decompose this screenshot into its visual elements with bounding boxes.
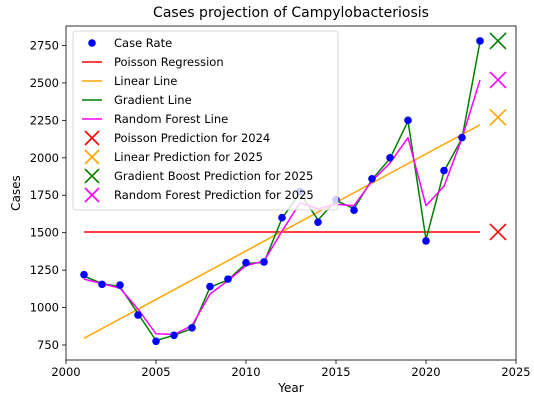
legend-entry-label: Gradient Line — [114, 93, 192, 107]
y-tick-label: 1250 — [30, 263, 59, 277]
plot-marks — [80, 32, 507, 346]
legend-handle — [84, 149, 100, 165]
case-rate-point — [404, 116, 412, 125]
x-axis-ticks: 2000 2005 2010 2015 2020 2025 — [51, 360, 531, 379]
case-rate-point — [476, 37, 484, 45]
case-rate-point — [278, 213, 286, 222]
x-tick-label: 2025 — [501, 365, 530, 379]
case-rate-point — [224, 275, 232, 283]
prediction-marker-5 — [489, 223, 507, 241]
x-tick-label: 2015 — [321, 365, 350, 379]
case-rate-point — [206, 282, 214, 291]
legend-handle — [84, 168, 100, 184]
case-rate-point — [368, 174, 376, 183]
case-rate-point — [116, 281, 124, 289]
y-axis-ticks: 750 1000 1250 1500 1750 2000 2250 2500 2750 — [30, 38, 66, 352]
y-tick-label: 1000 — [30, 301, 59, 315]
legend-entry-label: Poisson Prediction for 2024 — [114, 131, 270, 145]
y-tick-label: 1500 — [30, 226, 59, 240]
x-axis-label: Year — [277, 381, 303, 395]
legend-entry-label: Random Forest Prediction for 2025 — [114, 188, 314, 202]
legend-entry-label: Gradient Boost Prediction for 2025 — [114, 169, 313, 183]
case-rate-point — [350, 206, 358, 215]
case-rate-point — [152, 337, 160, 346]
y-tick-label: 2250 — [30, 113, 59, 127]
x-tick-label: 2005 — [141, 365, 170, 379]
prediction-marker-6 — [489, 108, 507, 126]
legend-box — [72, 30, 339, 211]
y-tick-label: 2000 — [30, 151, 59, 165]
y-tick-label: 2750 — [30, 38, 59, 52]
y-tick-label: 2500 — [30, 76, 59, 90]
case-rate-point — [422, 237, 430, 245]
legend-entry-label: Linear Prediction for 2025 — [114, 150, 263, 164]
x-tick-label: 2020 — [411, 365, 440, 379]
y-tick-label: 1750 — [30, 188, 59, 202]
case-rate-point — [440, 166, 448, 175]
legend-entry-label: Poisson Regression — [114, 55, 224, 69]
case-rate-point — [134, 311, 142, 319]
legend: Case Rate Poisson Regression Linear Line Gr… — [72, 30, 339, 211]
case-rate-point — [314, 218, 322, 227]
y-axis-label: Cases — [9, 175, 23, 211]
legend-entry-label: Linear Line — [114, 74, 177, 88]
case-rate-point — [260, 258, 268, 266]
prediction-marker-7 — [489, 32, 507, 50]
case-rate-point — [386, 154, 394, 162]
case-rate-point — [458, 133, 466, 142]
legend-entry-label: Case Rate — [114, 36, 172, 50]
y-tick-label: 750 — [37, 338, 59, 352]
x-tick-label: 2010 — [231, 365, 260, 379]
case-rate-point — [242, 258, 250, 267]
legend-handle — [88, 39, 96, 47]
series-line-4 — [83, 79, 481, 336]
x-tick-label: 2000 — [51, 365, 80, 379]
case-rate-point — [98, 280, 106, 289]
prediction-marker-8 — [489, 71, 507, 89]
legend-handle — [84, 187, 100, 203]
case-rate-point — [188, 323, 196, 332]
legend-entry-label: Random Forest Line — [114, 112, 228, 126]
case-rate-point — [170, 331, 178, 340]
legend-handle — [84, 130, 100, 146]
case-rate-point — [80, 270, 88, 279]
chart-title: Cases projection of Campylobacteriosis — [153, 5, 429, 21]
